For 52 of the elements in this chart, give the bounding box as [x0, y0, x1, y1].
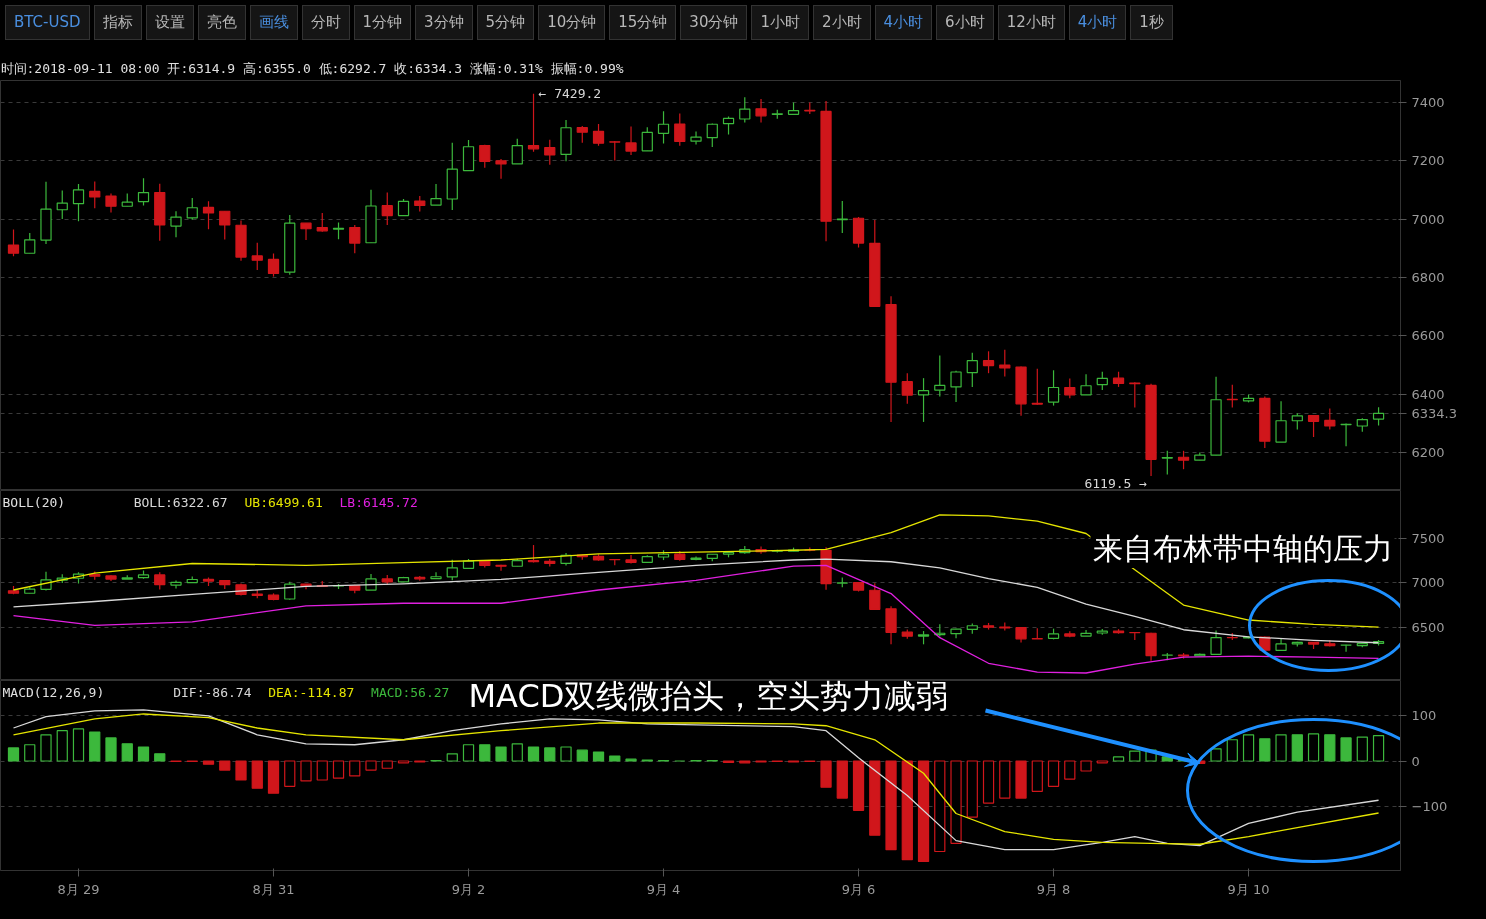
y-tick-label: 6334.3 [1411, 405, 1457, 421]
text: 6小时 [936, 5, 994, 41]
text: 亮色 [197, 5, 246, 41]
chart-title: 时间:2018-09-11 08:00 开:6314.9 高:6355.0 低:6292.7 收:6334.3 涨幅:0.31% 振幅:0.99% [0, 60, 624, 76]
annotation: 来自布林带中轴的压力 [1092, 531, 1393, 566]
text: 2小时 [812, 5, 871, 41]
text: DEA:-114.87 [268, 685, 355, 700]
text: 4小时 [1068, 5, 1127, 41]
x-tick-label: 9月 4 [646, 881, 681, 897]
y-tick-label: 6400 [1411, 386, 1445, 402]
annotation: 6119.5 → [1084, 476, 1148, 492]
y-tick-label: 0 [1411, 753, 1420, 769]
text: 1秒 [1130, 5, 1173, 41]
text: 30分钟 [680, 5, 748, 41]
x-tick-label: 9月 10 [1227, 881, 1270, 897]
text: UB:6499.61 [244, 495, 323, 510]
y-tick-label: 7200 [1411, 153, 1445, 169]
y-tick-label: −100 [1411, 798, 1448, 814]
chart-title: MACD(12,26,9) [2, 685, 105, 700]
text: 1小时 [751, 5, 809, 41]
x-tick-label: 9月 8 [1036, 881, 1071, 897]
y-tick-label: 6500 [1411, 619, 1445, 635]
text: 设置 [145, 5, 194, 41]
text: 1分钟 [353, 5, 412, 41]
text: 10分钟 [538, 5, 606, 41]
text: 5分钟 [476, 5, 535, 41]
text: 画线 [249, 5, 298, 41]
text: 12小时 [997, 5, 1065, 41]
y-tick-label: 6200 [1411, 445, 1445, 461]
text: BOLL:6322.67 [133, 495, 228, 510]
text: 指标 [93, 5, 142, 41]
series-label: DIF:-86.74 [173, 685, 252, 700]
text: 15分钟 [609, 5, 677, 41]
y-tick-label: 7500 [1411, 531, 1445, 547]
chart-title: BOLL(20) [2, 495, 66, 510]
y-tick-label: 7000 [1411, 211, 1445, 227]
text: BTC-USD [5, 5, 90, 41]
text: 分时 [301, 5, 350, 41]
text: 4小时 [874, 5, 933, 41]
text: 3分钟 [415, 5, 473, 41]
y-tick-label: 7400 [1411, 94, 1445, 110]
annotation: ← 7429.2 [538, 86, 602, 102]
y-tick-label: 7000 [1411, 575, 1445, 591]
text: LB:6145.72 [339, 495, 418, 510]
y-tick-label: 6600 [1411, 328, 1445, 344]
x-tick-label: 9月 6 [841, 881, 876, 897]
x-tick-label: 8月 29 [57, 881, 100, 897]
x-tick-label: 8月 31 [252, 881, 295, 897]
text: MACD:56.27 [371, 685, 450, 700]
x-tick-label: 9月 2 [451, 881, 486, 897]
y-tick-label: 6800 [1411, 269, 1445, 285]
y-tick-label: 100 [1411, 708, 1437, 724]
